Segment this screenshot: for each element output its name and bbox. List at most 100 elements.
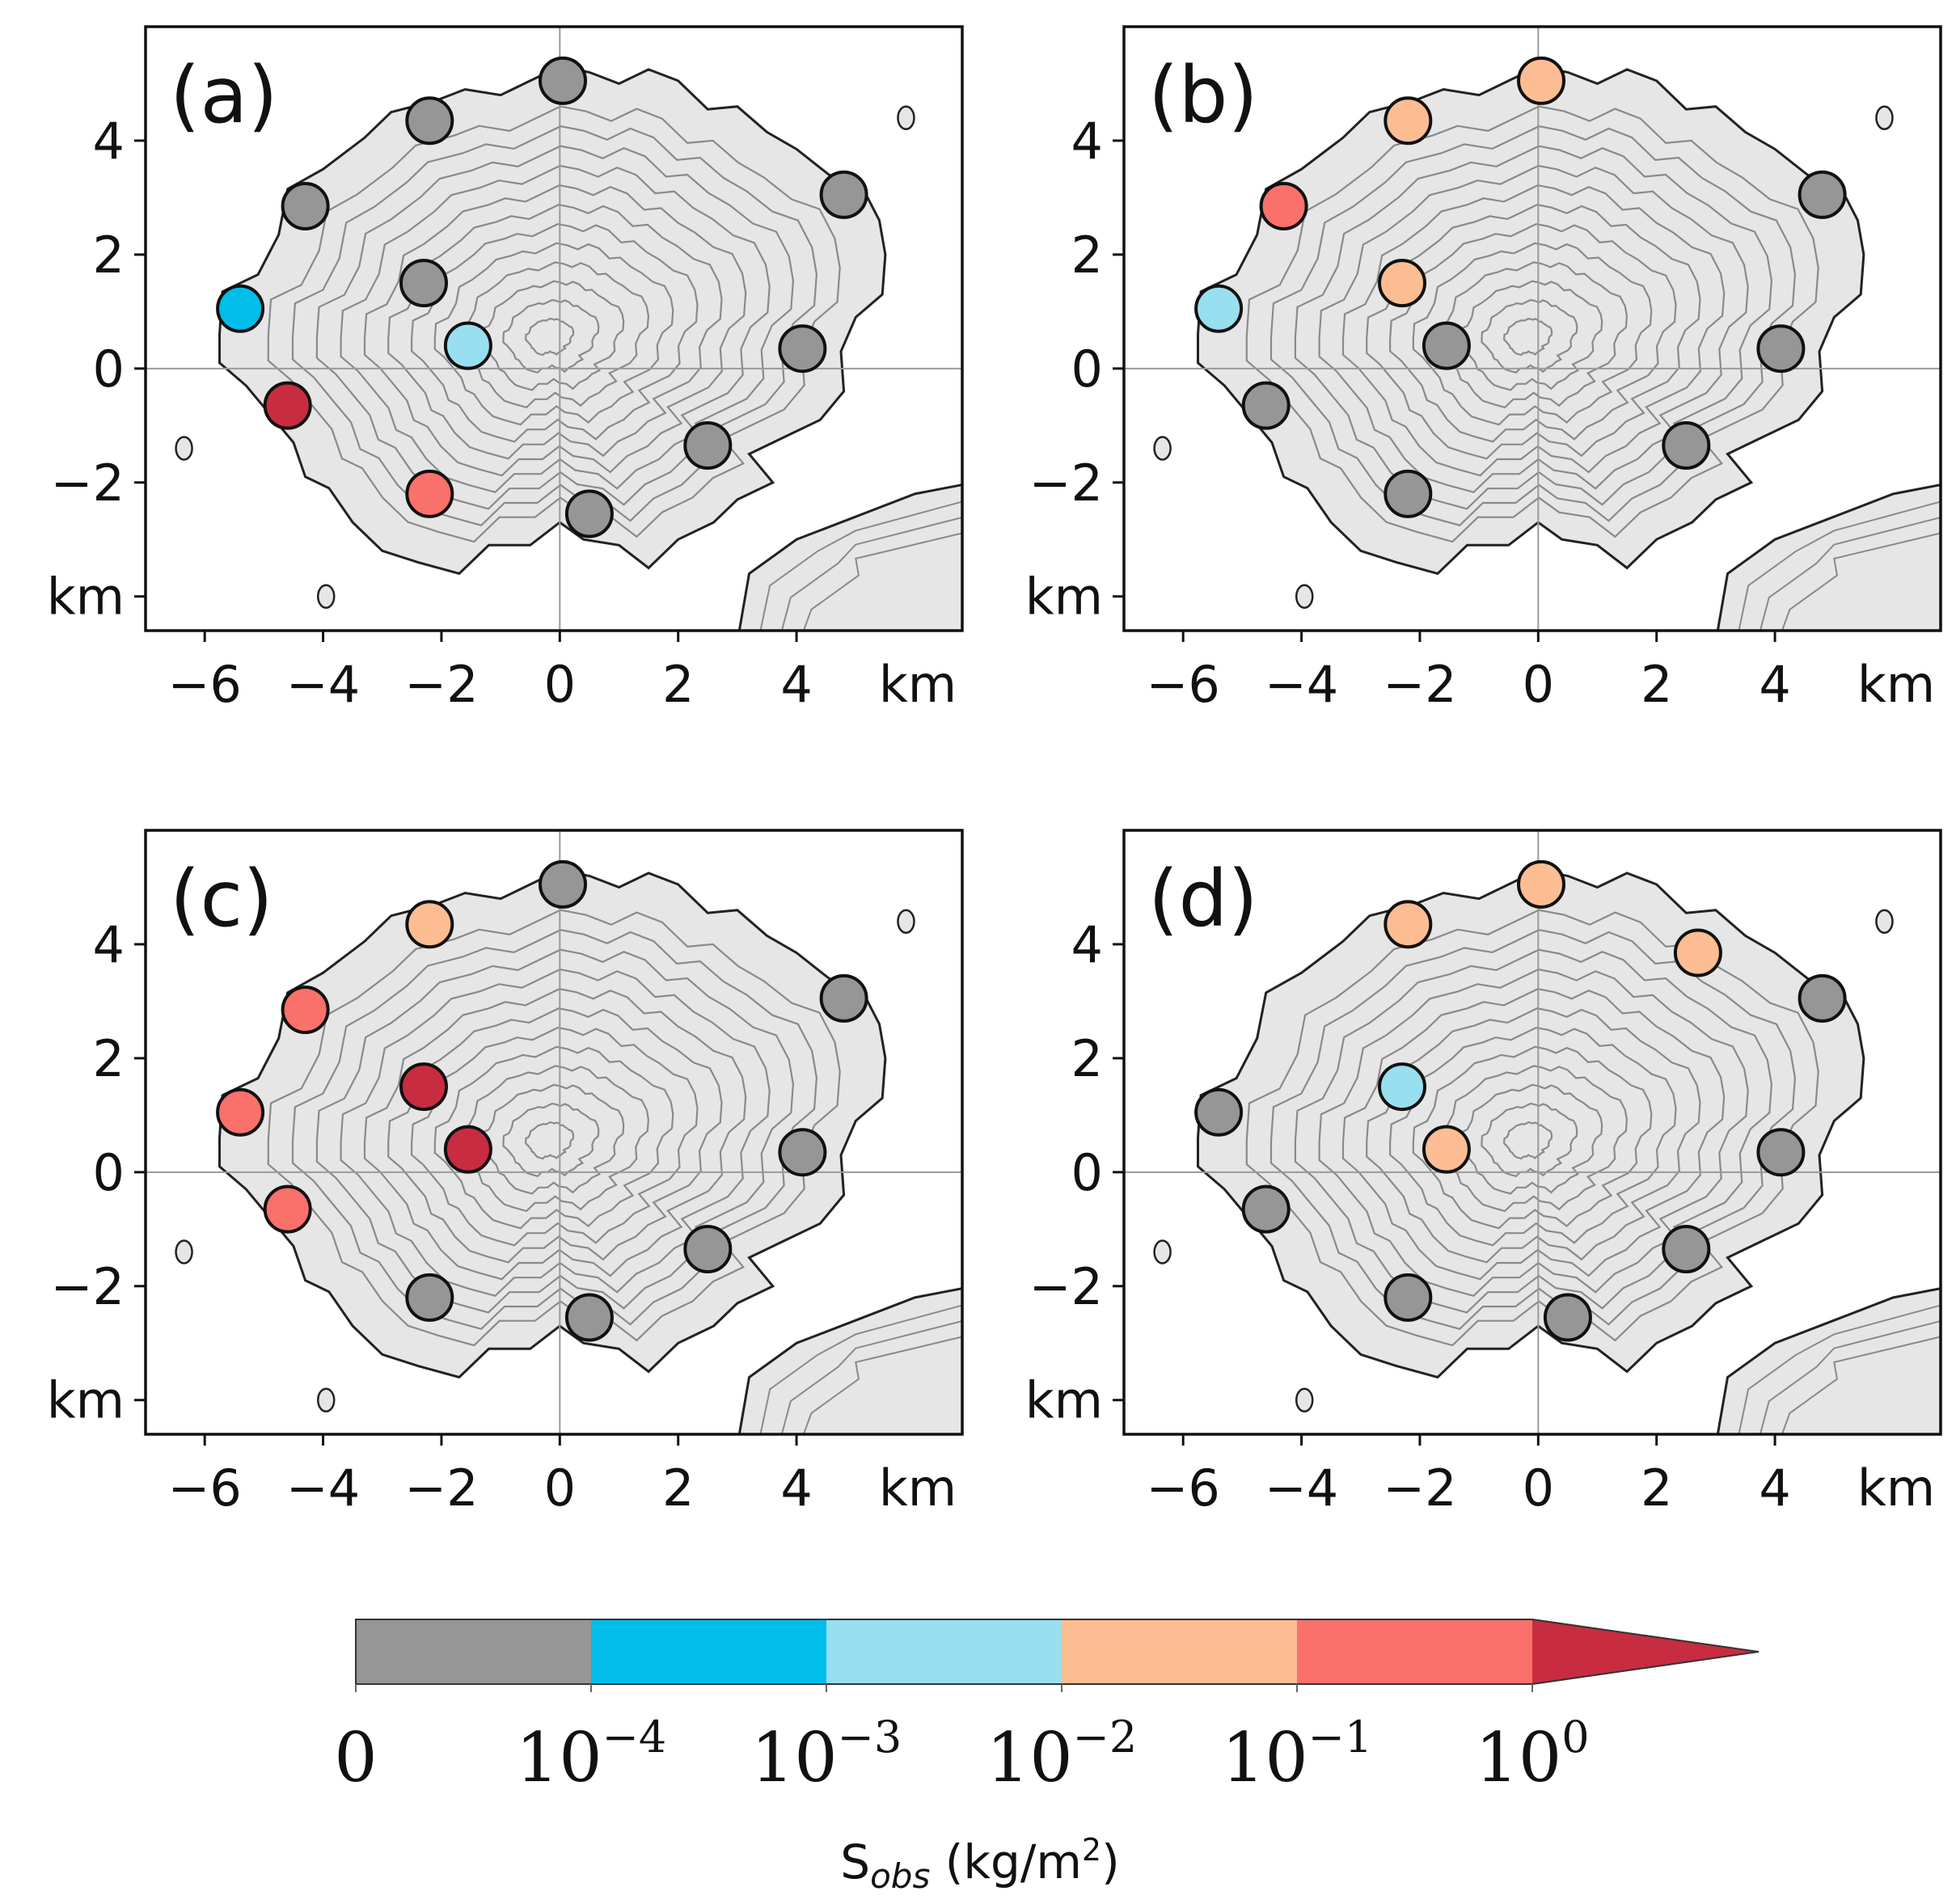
x-tick-label: −2 — [404, 655, 478, 714]
colorbar-tick-label: 10−4 — [516, 1712, 667, 1797]
station-point — [778, 324, 827, 374]
station-point — [1422, 321, 1471, 370]
colorbar-tick-label: 0 — [334, 1718, 377, 1797]
x-tick-label: −6 — [167, 1459, 241, 1518]
station-point — [778, 1128, 827, 1177]
colorbar-tick-label: 10−2 — [986, 1712, 1138, 1797]
station-point — [1241, 381, 1291, 430]
x-tick-label: −2 — [1383, 655, 1456, 714]
islet — [1875, 105, 1894, 131]
station-point — [405, 469, 454, 518]
station-point — [405, 96, 454, 146]
island-outline — [218, 868, 887, 1379]
island-outline — [1197, 65, 1865, 576]
plot-frame — [1122, 829, 1942, 1436]
station-point — [1241, 1184, 1291, 1234]
x-tick-label: −4 — [286, 1459, 360, 1518]
station-point — [281, 182, 330, 230]
station-point — [1378, 259, 1426, 308]
station-point — [1543, 1293, 1592, 1342]
station-point — [819, 973, 868, 1023]
islet — [1295, 584, 1314, 609]
station-point — [1384, 1273, 1433, 1322]
y-tick-label: 0 — [93, 340, 125, 399]
y-tick-label: 2 — [1071, 226, 1103, 285]
y-tick-label: −2 — [51, 1257, 125, 1316]
station-point — [216, 284, 265, 333]
x-tick-label: 2 — [662, 1459, 694, 1518]
islet — [897, 909, 915, 935]
station-point — [405, 1273, 454, 1322]
station-point — [263, 381, 312, 430]
x-tick-label: 4 — [780, 655, 812, 714]
x-unit-label: km — [879, 655, 957, 714]
panel-b: −6 −4 −2 0 2 4 km km −2 0 2 4 (b) — [1025, 25, 1942, 714]
colorbar-bin — [1062, 1619, 1297, 1684]
colorbar-tick-label: 10−3 — [751, 1712, 902, 1797]
station-point — [819, 170, 868, 219]
x-tick-label: −6 — [1146, 1459, 1219, 1518]
x-tick-label: −6 — [167, 655, 241, 714]
station-point — [216, 1087, 265, 1137]
islet — [175, 1239, 193, 1264]
station-point — [564, 1293, 614, 1342]
station-point — [1517, 56, 1565, 105]
station-point — [1384, 900, 1433, 949]
station-point — [1517, 859, 1565, 909]
y-unit-label: km — [1025, 1371, 1103, 1430]
contours — [267, 105, 962, 631]
plot-frame — [144, 25, 964, 632]
x-unit-label: km — [879, 1459, 957, 1518]
colorbar-tick-label: 10−1 — [1222, 1712, 1373, 1797]
x-tick-label: −2 — [1383, 1459, 1456, 1518]
x-tick-label: 2 — [1641, 1459, 1672, 1518]
islet — [1295, 1387, 1314, 1412]
station-point — [405, 900, 454, 949]
y-tick-label: −2 — [51, 454, 125, 513]
x-tick-label: −6 — [1146, 655, 1219, 714]
y-tick-label: 0 — [1071, 1143, 1103, 1202]
x-tick-label: 0 — [544, 655, 576, 714]
x-tick-label: 0 — [1523, 1459, 1554, 1518]
x-tick-label: −4 — [1265, 1459, 1338, 1518]
panel-label: (b) — [1148, 50, 1258, 141]
x-tick-label: −4 — [1265, 655, 1338, 714]
islet — [316, 584, 336, 609]
x-tick-label: 4 — [780, 1459, 812, 1518]
colorbar-extend-arrow — [1532, 1619, 1759, 1684]
colorbar-bin — [826, 1619, 1062, 1684]
station-point — [1756, 324, 1806, 374]
x-tick-label: 2 — [662, 655, 694, 714]
station-point — [1194, 1087, 1244, 1137]
panel-label: (c) — [170, 854, 273, 944]
y-tick-label: 0 — [1071, 340, 1103, 399]
colorbar-title: Sobs (kg/m2) — [840, 1832, 1119, 1896]
station-point — [1378, 1062, 1426, 1112]
x-unit-label: km — [1857, 655, 1935, 714]
station-point — [1259, 182, 1308, 230]
y-unit-label: km — [1025, 568, 1103, 627]
station-point — [263, 1184, 312, 1234]
panel-c: −6 −4 −2 0 2 4 km km −2 0 2 4 (c) — [47, 829, 964, 1518]
colorbar-outline — [355, 1619, 1760, 1685]
x-tick-label: 4 — [1759, 1459, 1790, 1518]
panel-label: (d) — [1148, 854, 1258, 944]
islet — [175, 436, 193, 461]
colorbar-bin — [1297, 1619, 1532, 1684]
contours — [1245, 105, 1941, 631]
y-tick-label: 2 — [1071, 1029, 1103, 1088]
colorbar-bin — [356, 1619, 591, 1684]
x-unit-label: km — [1857, 1459, 1935, 1518]
station-point — [1422, 1125, 1471, 1174]
station-point — [683, 421, 733, 470]
x-tick-label: 0 — [544, 1459, 576, 1518]
x-tick-label: 2 — [1641, 655, 1672, 714]
plot-frame — [144, 829, 964, 1436]
contours — [267, 909, 962, 1434]
colorbar: 0 10−4 10−3 10−2 10−1 100 Sobs (kg/m2) — [334, 1619, 1760, 1896]
station-point — [1798, 170, 1847, 219]
y-tick-label: 0 — [93, 1143, 125, 1202]
station-point — [281, 986, 330, 1034]
y-unit-label: km — [47, 568, 125, 627]
